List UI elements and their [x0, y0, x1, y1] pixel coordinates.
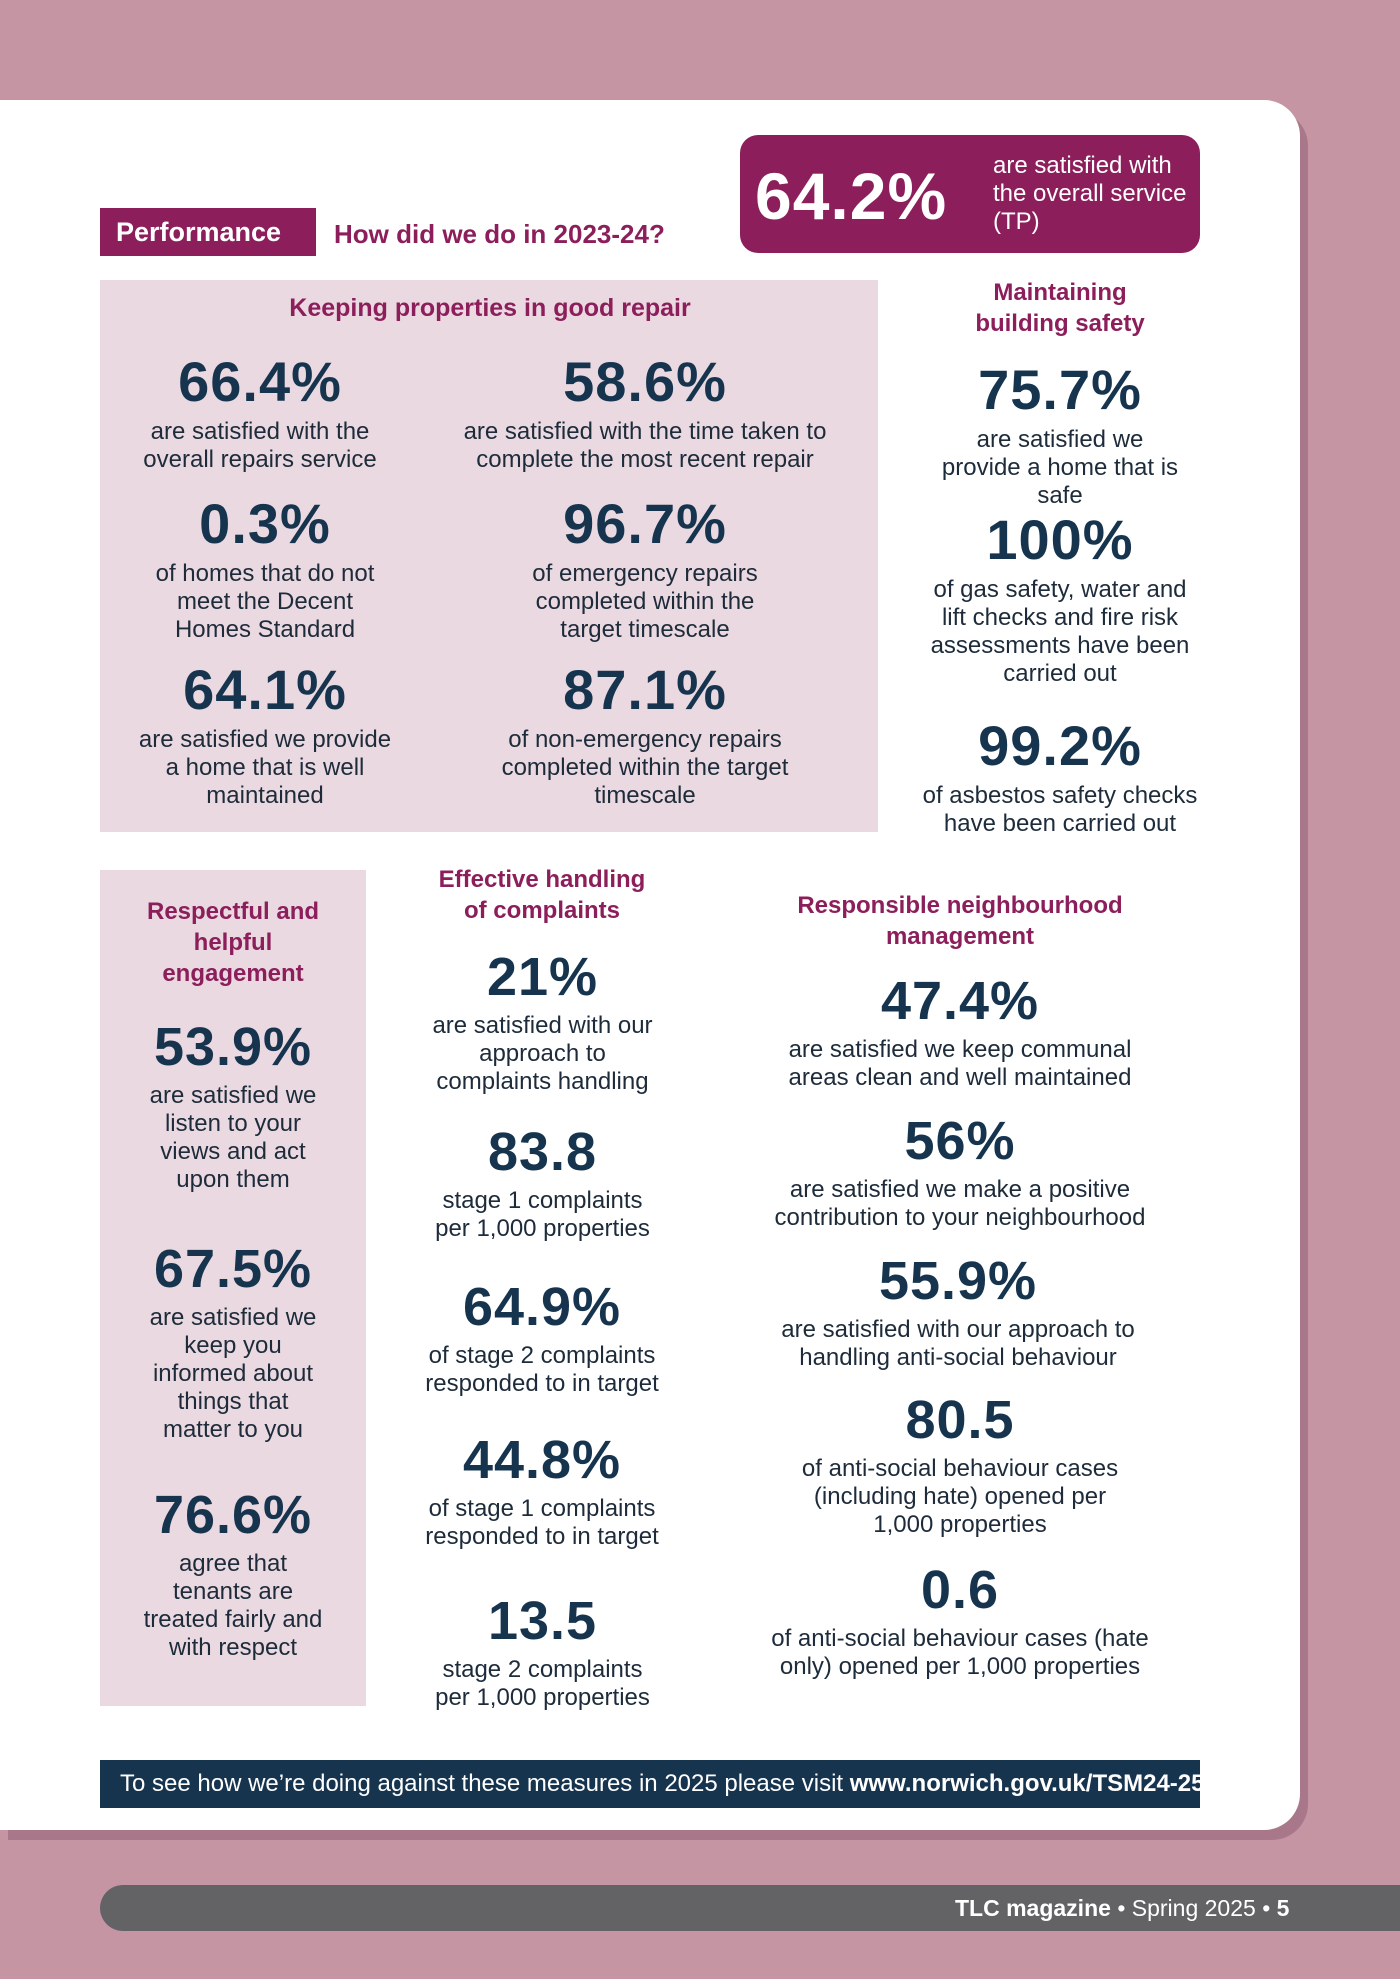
separator: •: [1117, 1895, 1126, 1921]
section-label-text: Performance: [116, 217, 282, 247]
magazine-name: TLC magazine: [955, 1895, 1111, 1921]
neighbourhood-stat-positive: 56% are satisfied we make a positive con…: [760, 1114, 1160, 1232]
stat-value: 47.4%: [880, 971, 1040, 1031]
engagement-stat-listen: 53.9% are satisfied we listen to your vi…: [135, 1020, 331, 1194]
neighbourhood-stat-hate-cases: 0.6 of anti-social behaviour cases (hate…: [760, 1563, 1160, 1681]
stat-label: of stage 2 complaints responded to in ta…: [425, 1342, 659, 1397]
engagement-heading: Respectful and helpful engagement: [146, 898, 320, 987]
overall-satisfaction-badge: 64.2% are satisfied with the overall ser…: [740, 135, 1200, 253]
safety-heading: Maintaining building safety: [975, 279, 1145, 337]
repair-panel: [100, 280, 878, 832]
stat-value: 99.2%: [978, 714, 1142, 777]
stat-label: of asbestos safety checks have been carr…: [922, 782, 1198, 837]
section-label: Performance: [100, 208, 316, 256]
magazine-footer: TLC magazine • Spring 2025 • 5: [955, 1885, 1289, 1931]
stat-value: 0.6: [920, 1560, 1000, 1620]
complaints-stat-stage1-target: 44.8% of stage 1 complaints responded to…: [412, 1433, 672, 1551]
complaints-heading: Effective handling of complaints: [438, 866, 646, 924]
stat-value: 100%: [986, 508, 1134, 571]
repair-stat-emergency: 96.7% of emergency repairs completed wit…: [510, 496, 780, 644]
stat-label: of non-emergency repairs completed withi…: [501, 726, 789, 809]
neighbourhood-stat-asb-approach: 55.9% are satisfied with our approach to…: [768, 1254, 1148, 1372]
engagement-stat-fairly: 76.6% agree that tenants are treated fai…: [135, 1488, 331, 1662]
stat-label: of homes that do not meet the Decent Hom…: [155, 560, 375, 643]
stat-value: 56%: [904, 1111, 1016, 1171]
stat-value: 64.9%: [462, 1277, 622, 1337]
complaints-stat-stage1-rate: 83.8 stage 1 complaints per 1,000 proper…: [420, 1125, 665, 1243]
stat-value: 0.3%: [199, 492, 331, 555]
tsm-link[interactable]: www.norwich.gov.uk/TSM24-25: [849, 1770, 1205, 1797]
stat-value: 87.1%: [563, 658, 727, 721]
stat-label: of stage 1 complaints responded to in ta…: [425, 1495, 659, 1550]
repair-stat-overall: 66.4% are satisfied with the overall rep…: [120, 354, 400, 474]
stat-label: of anti-social behaviour cases (includin…: [801, 1455, 1119, 1538]
issue-label: Spring 2025: [1131, 1895, 1256, 1921]
overall-text: are satisfied with the overall service (…: [993, 152, 1187, 235]
stat-label: agree that tenants are treated fairly an…: [143, 1550, 323, 1661]
stat-label: are satisfied with our approach to handl…: [781, 1316, 1135, 1371]
repair-heading: Keeping properties in good repair: [289, 294, 691, 322]
complaints-stat-stage2-target: 64.9% of stage 2 complaints responded to…: [412, 1280, 672, 1398]
safety-stat-asbestos: 99.2% of asbestos safety checks have bee…: [915, 718, 1205, 838]
repair-stat-well-maintained: 64.1% are satisfied we provide a home th…: [125, 662, 405, 810]
stat-label: stage 2 complaints per 1,000 properties: [435, 1656, 650, 1711]
stat-value: 53.9%: [153, 1017, 313, 1077]
engagement-panel: [100, 870, 366, 1706]
safety-stat-checks: 100% of gas safety, water and lift check…: [925, 512, 1195, 688]
stat-value: 80.5: [905, 1390, 1015, 1450]
stat-label: are satisfied we make a positive contrib…: [774, 1176, 1146, 1231]
stat-value: 21%: [486, 947, 599, 1007]
stat-label: are satisfied we provide a home that is …: [941, 426, 1179, 509]
stat-label: are satisfied with the overall repairs s…: [143, 418, 377, 473]
stat-value: 96.7%: [563, 492, 727, 555]
stat-value: 44.8%: [462, 1430, 622, 1490]
bottom-bar: [100, 1885, 1400, 1931]
stat-label: of anti-social behaviour cases (hate onl…: [771, 1625, 1149, 1680]
complaints-stat-stage2-rate: 13.5 stage 2 complaints per 1,000 proper…: [420, 1594, 665, 1712]
repair-stat-time-taken: 58.6% are satisfied with the time taken …: [440, 354, 850, 474]
stat-value: 76.6%: [153, 1485, 313, 1545]
stat-label: stage 1 complaints per 1,000 properties: [435, 1187, 650, 1242]
safety-stat-safe-home: 75.7% are satisfied we provide a home th…: [925, 362, 1195, 510]
separator: •: [1262, 1895, 1271, 1921]
stat-value: 75.7%: [978, 358, 1142, 421]
stat-value: 67.5%: [153, 1239, 313, 1299]
stat-label: are satisfied we listen to your views an…: [149, 1082, 317, 1193]
stat-label: are satisfied with the time taken to com…: [463, 418, 827, 473]
neighbourhood-stat-communal: 47.4% are satisfied we keep communal are…: [760, 974, 1160, 1092]
stat-label: are satisfied we keep you informed about…: [149, 1304, 317, 1443]
page-subtitle: How did we do in 2023-24?: [334, 219, 665, 249]
complaints-stat-satisfied: 21% are satisfied with our approach to c…: [420, 950, 665, 1096]
stat-value: 64.1%: [183, 658, 347, 721]
stat-label: of emergency repairs completed within th…: [532, 560, 758, 643]
stat-label: are satisfied with our approach to compl…: [432, 1012, 653, 1095]
stat-value: 13.5: [487, 1591, 598, 1651]
stat-value: 58.6%: [563, 350, 727, 413]
neighbourhood-heading: Responsible neighbourhood management: [797, 892, 1123, 950]
overall-value: 64.2%: [755, 159, 948, 233]
engagement-stat-informed: 67.5% are satisfied we keep you informed…: [135, 1242, 331, 1444]
tsm-banner: To see how we’re doing against these mea…: [100, 1760, 1205, 1808]
stat-value: 55.9%: [878, 1251, 1038, 1311]
repair-stat-non-emergency: 87.1% of non-emergency repairs completed…: [495, 662, 795, 810]
stat-label: are satisfied we provide a home that is …: [138, 726, 392, 809]
stat-label: are satisfied we keep communal areas cle…: [788, 1036, 1132, 1091]
repair-stat-decent-homes: 0.3% of homes that do not meet the Decen…: [130, 496, 400, 644]
stat-label: of gas safety, water and lift checks and…: [930, 576, 1190, 687]
neighbourhood-stat-asb-cases: 80.5 of anti-social behaviour cases (inc…: [780, 1393, 1140, 1539]
stat-value: 83.8: [487, 1122, 598, 1182]
stat-value: 66.4%: [178, 350, 342, 413]
banner-text: To see how we’re doing against these mea…: [120, 1770, 850, 1797]
page-number: 5: [1276, 1895, 1290, 1921]
